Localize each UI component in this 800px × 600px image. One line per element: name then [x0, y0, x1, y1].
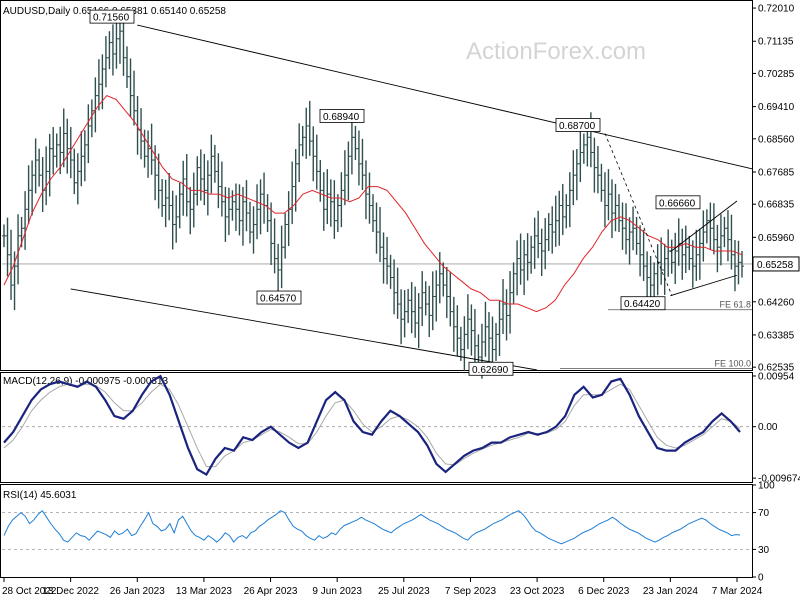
rsi-lines — [3, 510, 741, 545]
price-y-tick-label: 0.71135 — [758, 37, 794, 48]
rsi-panel-frame — [0, 484, 753, 578]
price-annotation-label: 0.68940 — [323, 112, 360, 123]
price-y-tick-label: 0.70285 — [758, 69, 795, 80]
price-annotation-box — [468, 361, 514, 376]
last-price-line: 0.65258 — [2, 256, 800, 272]
price-annotation-label: 0.64420 — [624, 299, 661, 310]
trendline — [70, 288, 538, 371]
price-annotation-label: 0.71560 — [93, 13, 130, 24]
rsi-y-tick-label: 100 — [758, 481, 775, 492]
price-annotations: 0.71560 0.68940 0.64570 0.62690 0.68700 0.666… — [89, 9, 701, 376]
price-annotation-box — [256, 290, 302, 305]
price-annotation-box — [89, 9, 135, 24]
price-panel-title: AUDUSD,Daily 0.65166 0.65381 0.65140 0.6… — [3, 6, 226, 17]
rsi-y-tick-label: 70 — [758, 508, 770, 519]
trendlines — [70, 24, 753, 371]
x-tick-label: 6 Dec 2023 — [578, 586, 630, 597]
price-y-tick-label: 0.68560 — [758, 134, 795, 145]
price-annotation-label: 0.68700 — [559, 121, 596, 132]
x-tick-label: 13 Dec 2022 — [42, 586, 99, 597]
last-price-box — [752, 256, 800, 272]
price-bars — [2, 9, 744, 379]
rsi-panel-title: RSI(14) 45.6031 — [3, 490, 77, 501]
price-panel-frame — [0, 0, 753, 371]
price-annotation-label: 0.62690 — [472, 365, 509, 376]
price-annotation-box — [555, 118, 601, 132]
x-tick-label: 28 Oct 2022 — [2, 586, 57, 597]
x-tick-label: 23 Jan 2024 — [643, 586, 698, 597]
trendline — [137, 24, 753, 170]
x-tick-label: 26 Jan 2023 — [110, 586, 165, 597]
fib-level-label: FE 61.8 — [719, 300, 751, 310]
price-y-tick-label: 0.72010 — [758, 4, 795, 15]
x-tick-label: 13 Mar 2023 — [176, 586, 233, 597]
macd-panel-frame — [0, 372, 753, 483]
price-annotation-box — [655, 195, 701, 210]
price-y-tick-label: 0.63385 — [758, 330, 795, 341]
x-tick-label: 9 Jun 2023 — [312, 586, 362, 597]
trendline — [670, 200, 738, 253]
moving-average-line — [3, 95, 743, 313]
x-tick-label: 25 Jul 2023 — [378, 586, 430, 597]
rsi-y-tick-label: 0 — [758, 573, 764, 584]
macd-signal-line — [3, 383, 741, 468]
rsi-y-axis: 100 70 30 0 — [2, 481, 775, 584]
projection-dashed-line — [604, 133, 673, 296]
price-annotation-box — [319, 109, 365, 123]
rsi-y-tick-label: 30 — [758, 545, 770, 556]
rsi-line — [3, 510, 741, 545]
price-annotation-label: 0.64570 — [260, 294, 297, 305]
macd-line — [3, 374, 741, 477]
x-tick-label: 7 Mar 2024 — [712, 586, 763, 597]
macd-y-tick-label: -0.009674 — [758, 474, 800, 485]
x-tick-label: 7 Sep 2023 — [445, 586, 497, 597]
trendline — [670, 274, 738, 297]
macd-y-tick-label: 0.00954 — [758, 371, 795, 382]
x-tick-label: 23 Oct 2023 — [510, 586, 565, 597]
watermark-text: ActionForex.com — [466, 38, 646, 65]
macd-y-tick-label: 0.00 — [758, 422, 778, 433]
price-y-tick-label: 0.69410 — [758, 102, 795, 113]
x-tick-label: 26 Apr 2023 — [244, 586, 298, 597]
price-y-tick-label: 0.67685 — [758, 167, 795, 178]
price-annotation-label: 0.66660 — [659, 198, 696, 209]
price-y-tick-label: 0.66835 — [758, 200, 795, 211]
price-y-tick-label: 0.64260 — [758, 297, 795, 308]
moving-average-line — [3, 95, 743, 313]
macd-y-axis: 0.00954 0.00 -0.009674 — [2, 371, 800, 485]
macd-lines — [3, 374, 741, 477]
price-annotation-box — [620, 296, 666, 311]
last-price-label: 0.65258 — [757, 260, 794, 271]
fib-level-label: FE 100.0 — [714, 358, 751, 368]
price-y-axis: 0.72010 0.71135 0.70285 0.69410 0.68560 0.676… — [752, 4, 795, 374]
price-y-tick-label: 0.65960 — [758, 233, 795, 244]
price-y-tick-label: 0.62535 — [758, 363, 795, 374]
